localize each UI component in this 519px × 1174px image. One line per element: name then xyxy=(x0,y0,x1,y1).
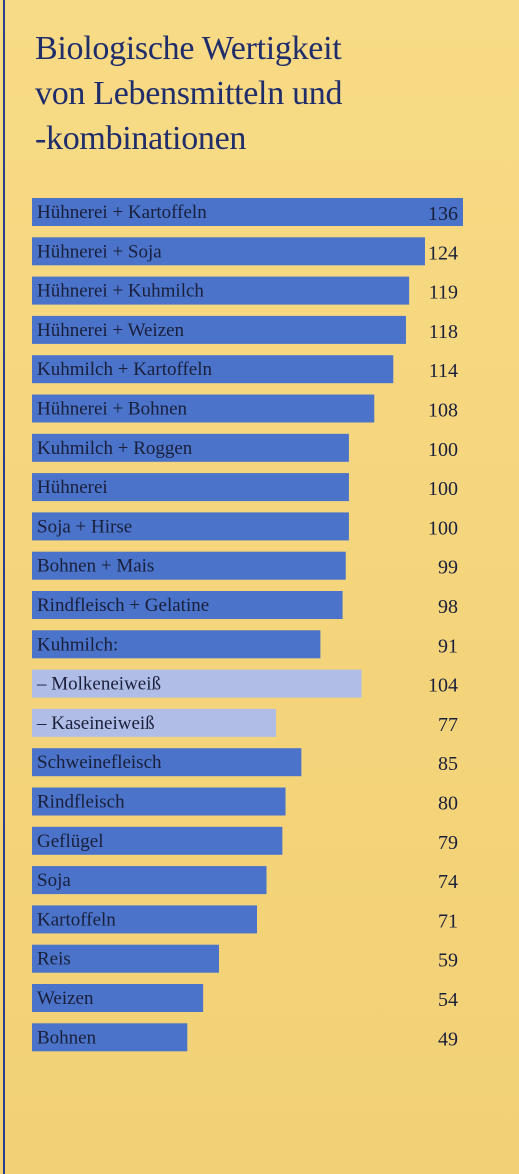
bar-label-17: Soja xyxy=(37,870,71,891)
bar-17 xyxy=(32,866,267,895)
bar-value-21: 49 xyxy=(438,1028,458,1050)
bar-12 xyxy=(32,669,362,698)
bar-value-7: 100 xyxy=(428,478,458,500)
left-border-rule xyxy=(3,0,5,1174)
bar-value-20: 54 xyxy=(438,989,458,1011)
bar-label-2: Hühnerei + Kuhmilch xyxy=(37,281,204,302)
bar-0 xyxy=(32,198,463,226)
bar-1 xyxy=(32,237,425,266)
bar-value-18: 71 xyxy=(438,910,458,932)
bar-14 xyxy=(32,748,302,777)
bar-11 xyxy=(32,630,321,659)
bar-label-4: Kuhmilch + Kartoffeln xyxy=(37,359,212,380)
bar-value-1: 124 xyxy=(428,242,458,264)
bar-7 xyxy=(32,473,349,502)
bar-9 xyxy=(32,551,346,580)
bar-label-16: Geflügel xyxy=(37,831,103,852)
bar-label-5: Hühnerei + Bohnen xyxy=(37,399,188,420)
bar-value-3: 118 xyxy=(429,321,458,343)
bar-label-15: Rindfleisch xyxy=(37,792,125,813)
bar-13 xyxy=(32,708,277,737)
bar-label-11: Kuhmilch: xyxy=(37,634,118,655)
bar-value-11: 91 xyxy=(438,635,458,657)
bar-19 xyxy=(32,944,219,973)
bar-value-5: 108 xyxy=(428,400,458,422)
bar-15 xyxy=(32,787,286,816)
bar-8 xyxy=(32,512,349,541)
bar-label-0: Hühnerei + Kartoffeln xyxy=(37,202,207,223)
bar-value-19: 59 xyxy=(438,950,458,972)
bar-value-0: 136 xyxy=(428,203,458,225)
bar-21 xyxy=(32,1023,188,1052)
bar-value-2: 119 xyxy=(429,282,458,304)
chart-title-line-1: Biologische Wertigkeit xyxy=(35,30,342,67)
bar-label-13: – Kaseineiweiß xyxy=(36,713,155,734)
bar-value-14: 85 xyxy=(438,753,458,775)
bar-label-3: Hühnerei + Weizen xyxy=(37,320,185,341)
bar-label-7: Hühnerei xyxy=(37,477,108,498)
bar-value-15: 80 xyxy=(438,793,458,815)
bar-value-6: 100 xyxy=(428,439,458,461)
chart-title: Biologische Wertigkeit von Lebensmitteln… xyxy=(35,26,343,161)
bar-label-10: Rindfleisch + Gelatine xyxy=(37,595,209,616)
bar-value-16: 79 xyxy=(438,832,458,854)
bar-16 xyxy=(32,826,283,855)
bar-4 xyxy=(32,355,394,384)
bar-5 xyxy=(32,394,375,423)
bar-20 xyxy=(32,984,204,1012)
bar-value-9: 99 xyxy=(438,557,458,579)
bar-6 xyxy=(32,433,349,462)
bar-3 xyxy=(32,315,406,344)
bar-value-8: 100 xyxy=(428,517,458,539)
bar-label-1: Hühnerei + Soja xyxy=(37,241,162,262)
bar-value-17: 74 xyxy=(438,871,458,893)
bar-10 xyxy=(32,591,343,619)
bar-label-21: Bohnen xyxy=(37,1027,97,1048)
bar-label-18: Kartoffeln xyxy=(37,909,116,930)
bar-value-4: 114 xyxy=(429,360,458,382)
bar-label-12: – Molkeneiweiß xyxy=(36,674,161,695)
bar-18 xyxy=(32,905,258,934)
chart-title-line-3: -kombinationen xyxy=(35,120,247,157)
bar-label-8: Soja + Hirse xyxy=(37,516,132,537)
bar-value-13: 77 xyxy=(438,714,458,736)
bar-label-19: Reis xyxy=(37,949,71,970)
bar-2 xyxy=(32,276,410,305)
bar-value-10: 98 xyxy=(438,596,458,618)
bar-label-14: Schweinefleisch xyxy=(37,752,162,773)
chart-title-line-2: von Lebensmitteln und xyxy=(35,75,343,112)
bar-label-6: Kuhmilch + Roggen xyxy=(37,438,193,459)
bar-value-12: 104 xyxy=(428,675,458,697)
bar-label-9: Bohnen + Mais xyxy=(37,556,154,577)
bar-label-20: Weizen xyxy=(37,988,94,1009)
